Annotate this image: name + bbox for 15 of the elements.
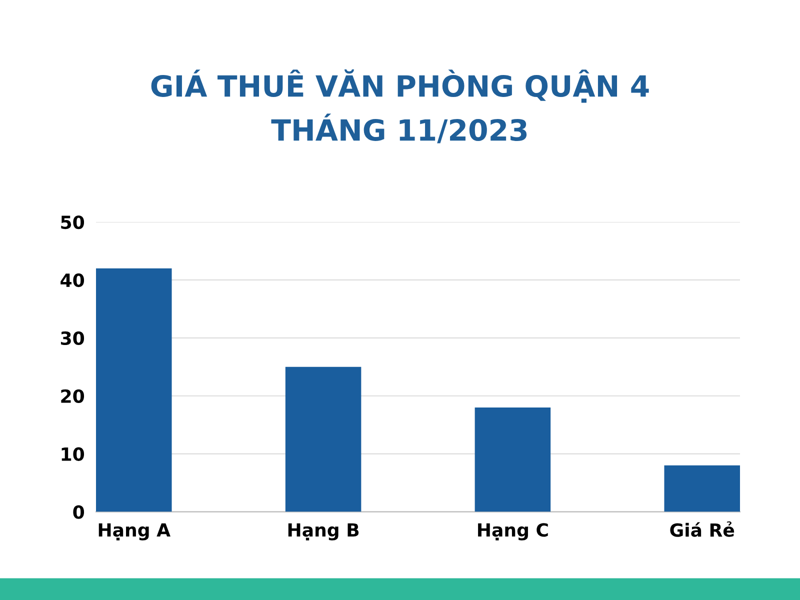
bar bbox=[474, 407, 551, 512]
bar bbox=[96, 268, 172, 512]
y-tick-label: 20 bbox=[61, 389, 84, 403]
chart-title: GIÁ THUÊ VĂN PHÒNG QUẬN 4 THÁNG 11/2023 bbox=[151, 69, 649, 144]
y-tick-label: 0 bbox=[73, 505, 84, 519]
x-tick-label: Hạng B bbox=[288, 523, 359, 540]
y-tick-label: 10 bbox=[62, 447, 84, 461]
y-tick-label: 30 bbox=[60, 331, 84, 346]
y-tick-label: 40 bbox=[60, 273, 84, 288]
y-tick-label: 50 bbox=[61, 215, 84, 230]
x-tick-label: Giá Rẻ bbox=[670, 521, 734, 537]
bar bbox=[664, 465, 740, 512]
bar bbox=[285, 366, 362, 512]
x-tick-label: Hạng A bbox=[98, 523, 170, 540]
x-tick-label: Hạng C bbox=[478, 523, 548, 540]
